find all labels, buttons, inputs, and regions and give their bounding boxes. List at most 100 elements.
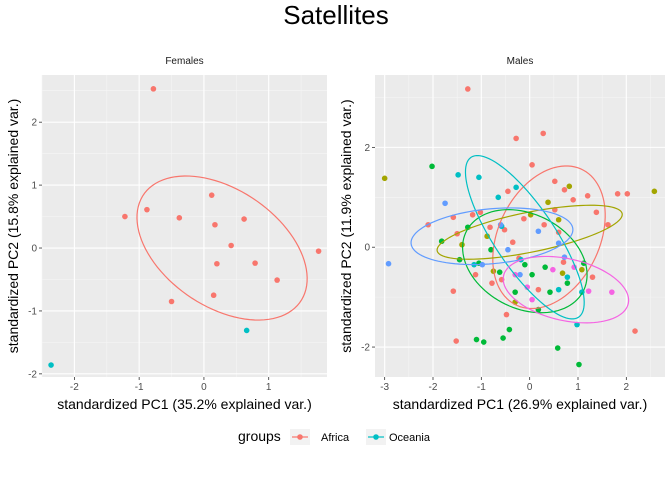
point-green	[429, 163, 435, 170]
point-africa	[503, 311, 510, 318]
x-tick-label: -2	[429, 382, 438, 393]
point-africa	[453, 338, 460, 344]
point-olive	[579, 266, 585, 273]
panels: Females -2 -1 0 1 -2 -1 0 1 2 standardized PC1 (35…	[5, 56, 665, 412]
point-africa	[509, 239, 516, 246]
point-africa	[208, 192, 215, 198]
point-oceania	[455, 172, 461, 178]
legend-label: Africa	[321, 432, 350, 444]
point-oceania	[555, 286, 562, 293]
point-green	[480, 339, 487, 345]
point-oceania	[48, 362, 54, 368]
point-africa	[513, 135, 519, 142]
x-tick-label: -1	[477, 382, 486, 393]
x-tick-label: 2	[624, 382, 630, 393]
y-tick-label: -2	[28, 369, 37, 380]
point-africa	[593, 209, 600, 216]
legend-title: groups	[238, 428, 281, 444]
point-magenta	[550, 266, 556, 273]
y-tick-label: -2	[361, 343, 370, 354]
point-africa	[150, 86, 157, 92]
point-green	[456, 256, 463, 263]
legend: groups Africa Oceania	[238, 428, 431, 445]
point-blue	[555, 240, 562, 247]
point-oceania	[564, 274, 571, 280]
point-africa	[252, 260, 258, 266]
point-green	[473, 336, 480, 343]
point-magenta	[529, 296, 535, 303]
point-green	[554, 345, 561, 351]
x-tick-label: 1	[575, 382, 581, 393]
point-green	[547, 289, 553, 295]
point-africa	[614, 191, 621, 197]
figure-title: Satellites	[283, 0, 389, 30]
point-africa	[521, 215, 527, 222]
y-tick-label: -1	[28, 306, 37, 317]
point-green	[438, 238, 445, 245]
legend-item-africa: Africa	[290, 429, 350, 445]
point-africa	[241, 216, 247, 222]
ellipse-oceania	[464, 154, 585, 320]
point-africa	[274, 277, 280, 283]
point-africa	[210, 292, 217, 299]
point-africa	[465, 86, 471, 92]
point-africa	[168, 298, 175, 305]
point-africa	[122, 213, 128, 220]
point-olive	[555, 216, 562, 223]
point-africa	[605, 221, 611, 228]
panel-title: Males	[507, 56, 534, 67]
point-africa	[228, 242, 234, 249]
ellipse-olive	[436, 204, 623, 260]
point-africa	[540, 130, 546, 137]
panel-title: Females	[165, 56, 203, 67]
point-green	[576, 361, 582, 368]
x-tick-label: -3	[380, 382, 389, 393]
point-africa	[570, 196, 576, 203]
point-africa	[552, 178, 558, 185]
point-green	[496, 269, 503, 275]
y-tick-label: 2	[364, 143, 370, 154]
point-green	[500, 335, 506, 341]
point-olive	[559, 270, 566, 276]
legend-key-point	[297, 434, 303, 440]
x-tick-label: 0	[527, 382, 533, 393]
point-africa	[505, 188, 511, 195]
point-africa	[584, 193, 591, 199]
x-tick-label: 0	[201, 382, 207, 393]
data-layer	[381, 86, 658, 368]
point-olive	[651, 188, 658, 195]
x-tick-label: -2	[70, 382, 79, 393]
point-africa	[487, 224, 493, 231]
point-green	[542, 264, 548, 270]
point-africa	[535, 286, 542, 293]
panel-background	[42, 75, 327, 377]
point-blue	[385, 260, 392, 267]
x-tick-label: 1	[266, 382, 272, 393]
point-africa	[315, 248, 322, 254]
data-layer	[48, 86, 322, 368]
y-tick-label: 0	[364, 243, 370, 254]
point-olive	[381, 175, 388, 182]
ellipse-blue	[410, 207, 574, 266]
point-blue	[442, 200, 448, 207]
point-olive	[459, 241, 465, 248]
point-oceania	[513, 184, 519, 191]
ellipse-africa	[136, 175, 308, 321]
panel-males: Males -3 -2 -1 0 1 2 -2 0 2 standardized PC1 (26.9…	[338, 56, 665, 412]
y-tick-label: 2	[31, 118, 37, 129]
point-africa	[541, 221, 547, 228]
point-green	[529, 271, 535, 278]
y-tick-label: 1	[31, 181, 37, 192]
point-green	[512, 289, 518, 295]
y-tick-label: 0	[31, 244, 37, 255]
point-green	[564, 280, 571, 286]
point-africa	[589, 274, 596, 280]
point-africa	[561, 187, 568, 193]
point-oceania	[495, 194, 502, 201]
legend-item-oceania: Oceania	[366, 429, 431, 445]
point-africa	[176, 215, 183, 221]
point-green	[488, 246, 494, 253]
point-oceania	[476, 174, 482, 181]
point-africa	[450, 288, 457, 294]
